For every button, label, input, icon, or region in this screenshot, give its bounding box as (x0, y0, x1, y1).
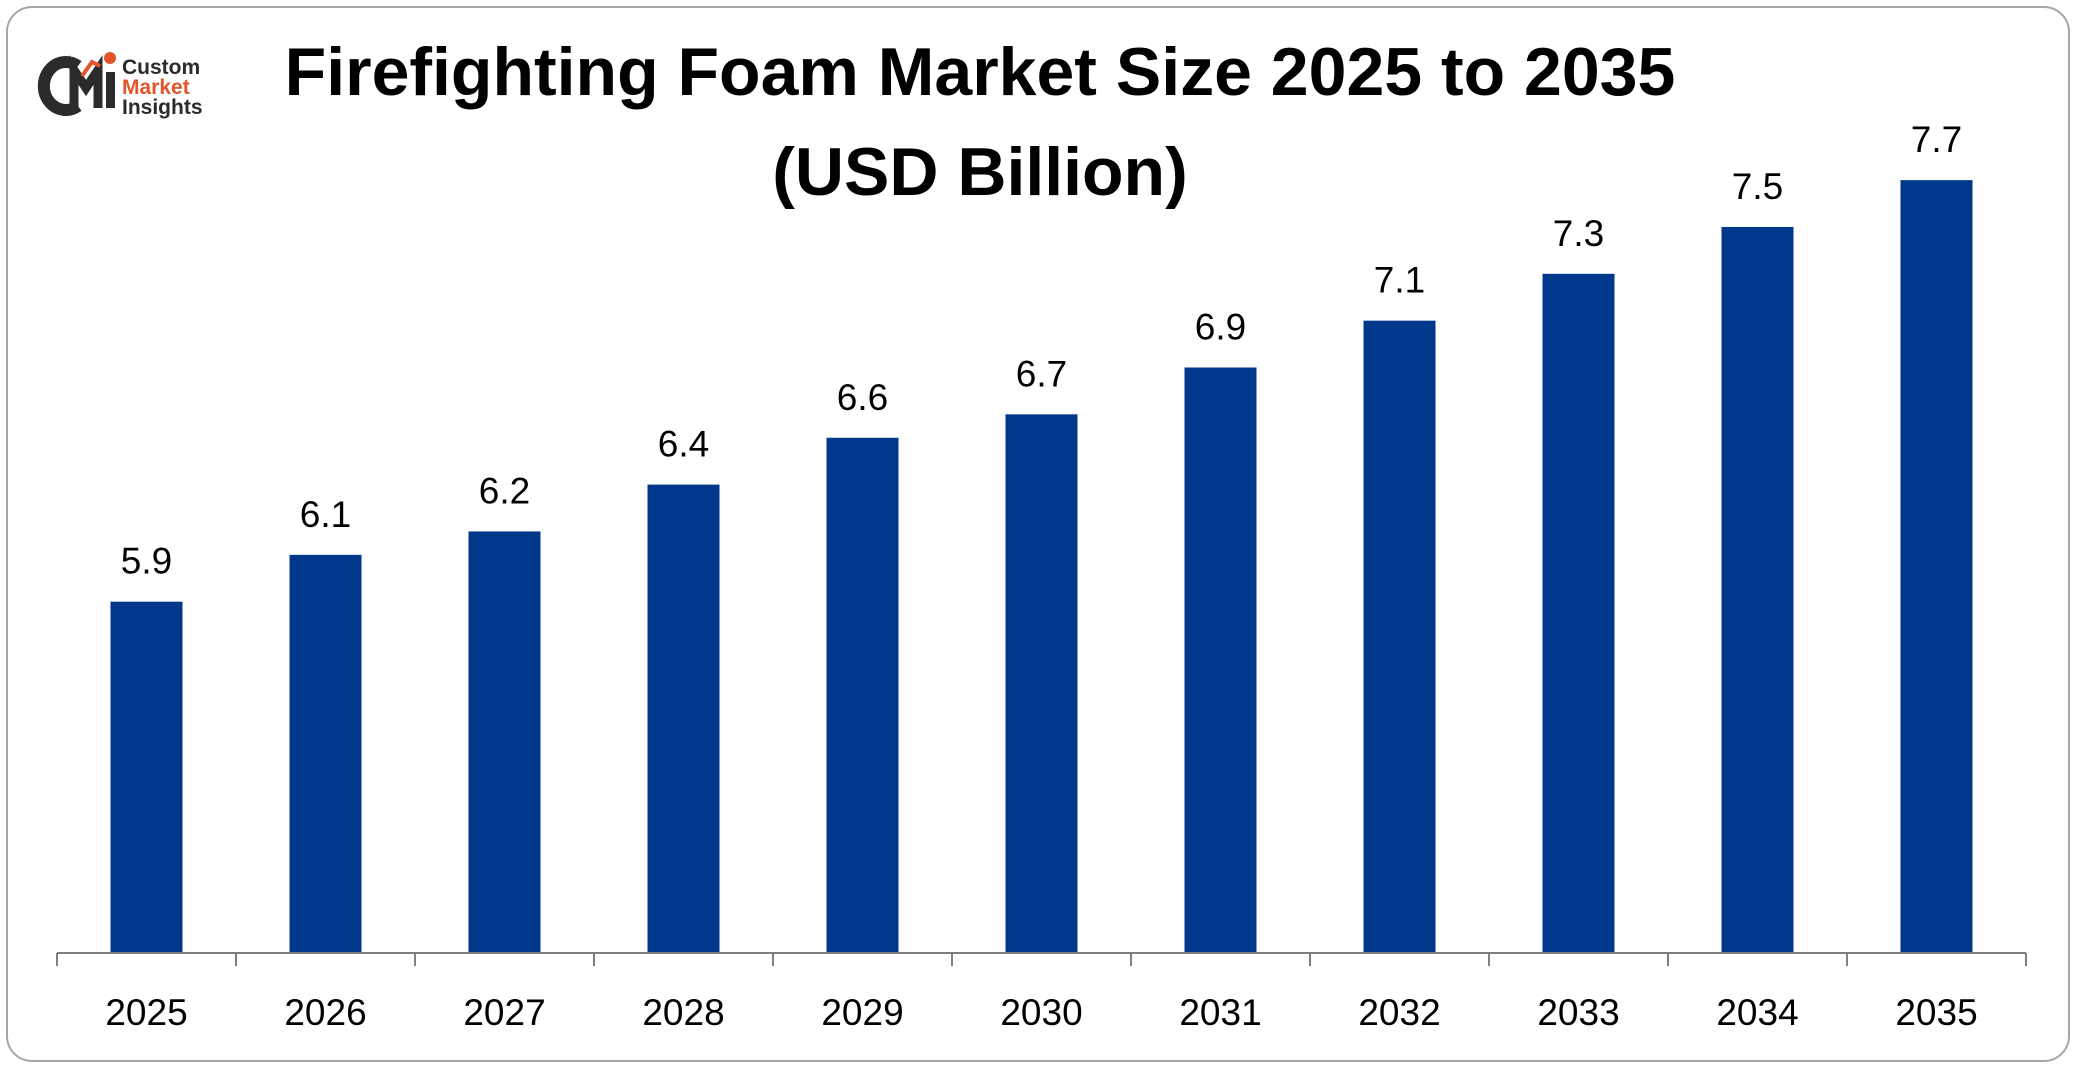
data-label-2034: 7.5 (1732, 166, 1783, 207)
chart-title: Firefighting Foam Market Size 2025 to 20… (220, 22, 1740, 222)
data-label-2025: 5.9 (121, 541, 172, 582)
data-label-2032: 7.1 (1374, 260, 1425, 301)
bar-2030 (1005, 414, 1078, 953)
logo-line-1: Custom (122, 56, 201, 79)
data-label-2029: 6.6 (837, 377, 888, 418)
x-tick-label-2029: 2029 (821, 992, 903, 1033)
bar-2034 (1721, 226, 1794, 953)
x-tick-label-2025: 2025 (105, 992, 187, 1033)
bar-2031 (1184, 367, 1257, 953)
x-tick-label-2031: 2031 (1179, 992, 1261, 1033)
bar-2028 (647, 484, 720, 953)
x-tick-label-2026: 2026 (284, 992, 366, 1033)
chart-title-line-2: (USD Billion) (772, 134, 1188, 210)
data-label-2028: 6.4 (658, 424, 709, 465)
x-tick-label-2030: 2030 (1000, 992, 1082, 1033)
data-label-2033: 7.3 (1553, 213, 1604, 254)
bar-2035 (1900, 180, 1973, 953)
x-tick-label-2027: 2027 (463, 992, 545, 1033)
company-logo: Custom Market Insights (34, 44, 224, 124)
x-tick-label-2034: 2034 (1716, 992, 1798, 1033)
data-label-2035: 7.7 (1911, 119, 1962, 160)
cmi-logo-mark (37, 52, 116, 116)
x-tick-label-2028: 2028 (642, 992, 724, 1033)
logo-line-3: Insights (122, 96, 203, 119)
bar-2029 (826, 437, 899, 953)
bar-2027 (468, 531, 541, 953)
x-tick-label-2032: 2032 (1358, 992, 1440, 1033)
logo-line-2: Market (122, 76, 190, 99)
x-tick-label-2033: 2033 (1537, 992, 1619, 1033)
data-label-2027: 6.2 (479, 470, 530, 511)
chart-title-line-1: Firefighting Foam Market Size 2025 to 20… (284, 34, 1676, 110)
bar-2032 (1363, 320, 1436, 953)
data-label-2031: 6.9 (1195, 306, 1246, 347)
bar-2025 (110, 601, 183, 953)
logo-wordmark: Custom Market Insights (122, 56, 203, 119)
x-tick-label-2035: 2035 (1895, 992, 1977, 1033)
bar-2026 (289, 554, 362, 953)
data-label-2030: 6.7 (1016, 353, 1067, 394)
bar-2033 (1542, 273, 1615, 953)
data-label-2026: 6.1 (300, 494, 351, 535)
